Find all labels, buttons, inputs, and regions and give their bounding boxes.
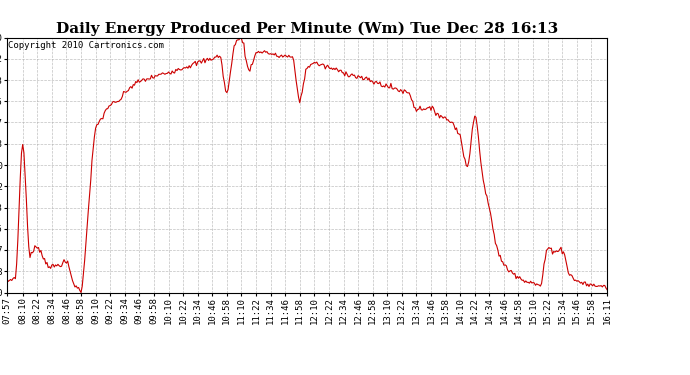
Text: Copyright 2010 Cartronics.com: Copyright 2010 Cartronics.com [8,41,164,50]
Title: Daily Energy Produced Per Minute (Wm) Tue Dec 28 16:13: Daily Energy Produced Per Minute (Wm) Tu… [56,22,558,36]
